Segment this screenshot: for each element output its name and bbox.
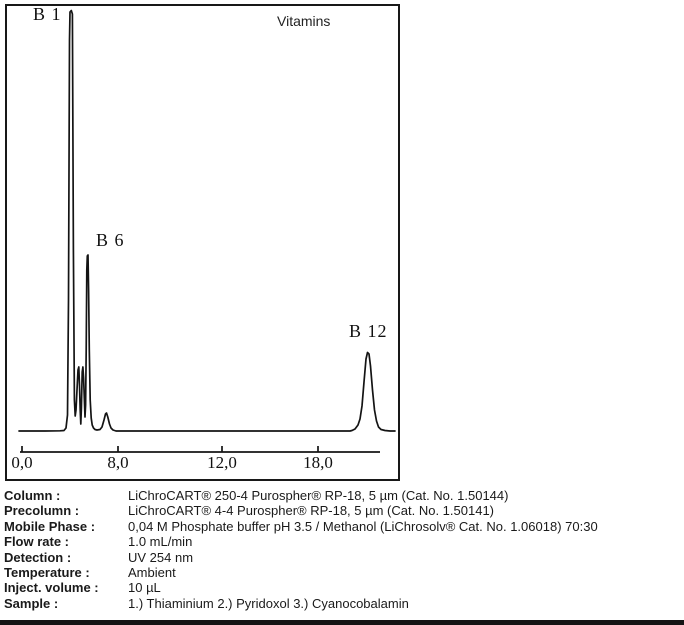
x-tick-label-3: 18,0 bbox=[303, 453, 333, 472]
method-label: Inject. volume : bbox=[4, 580, 99, 596]
chromatogram-panel bbox=[5, 4, 400, 481]
method-value: Ambient bbox=[128, 565, 176, 581]
peak-label-b12: B 12 bbox=[349, 321, 388, 341]
chart-title: Vitamins bbox=[277, 13, 331, 29]
method-value: 0,04 M Phosphate buffer pH 3.5 / Methano… bbox=[128, 518, 598, 534]
method-value: LiChroCART® 4-4 Purospher® RP-18, 5 µm (… bbox=[128, 503, 494, 519]
method-label: Precolumn : bbox=[4, 503, 80, 519]
x-tick-label-0: 0,0 bbox=[11, 453, 33, 472]
peak-label-b6: B 6 bbox=[96, 230, 125, 250]
x-tick-label-1: 8,0 bbox=[107, 453, 129, 472]
method-value: UV 254 nm bbox=[128, 549, 194, 565]
method-label: Detection : bbox=[4, 549, 72, 565]
chromatogram-plot bbox=[18, 9, 396, 453]
method-label: Flow rate : bbox=[4, 534, 70, 550]
method-value: LiChroCART® 250-4 Purospher® RP-18, 5 µm… bbox=[128, 488, 509, 503]
method-value: 1.) Thiaminium 2.) Pyridoxol 3.) Cyanoco… bbox=[128, 595, 409, 611]
method-conditions-table: Column : LiChroCART® 250-4 Purospher® RP… bbox=[4, 488, 682, 611]
x-tick-label-2: 12,0 bbox=[207, 453, 237, 472]
method-label: Temperature : bbox=[4, 565, 90, 581]
method-label: Mobile Phase : bbox=[4, 518, 96, 534]
method-value: 1.0 mL/min bbox=[128, 534, 193, 550]
bottom-rule bbox=[0, 620, 684, 625]
method-label: Column : bbox=[4, 488, 61, 503]
chromatogram-trace bbox=[18, 9, 396, 432]
method-value: 10 µL bbox=[128, 580, 161, 596]
x-axis bbox=[20, 446, 380, 453]
peak-label-b1: B 1 bbox=[33, 4, 62, 24]
method-label: Sample : bbox=[4, 595, 59, 611]
